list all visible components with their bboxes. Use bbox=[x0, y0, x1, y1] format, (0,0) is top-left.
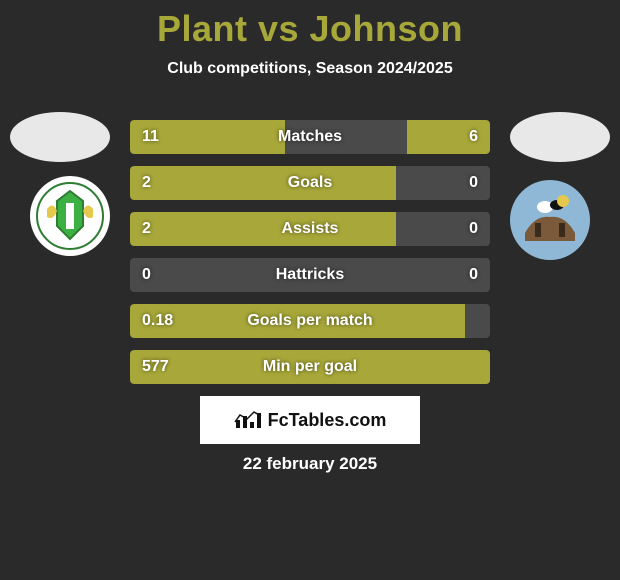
watermark-label: FcTables.com bbox=[268, 410, 387, 431]
crest-icon bbox=[515, 185, 585, 255]
shield-icon bbox=[35, 181, 105, 251]
watermark: FcTables.com bbox=[200, 396, 420, 444]
stats-bar-container: 11Matches62Goals02Assists00Hattricks00.1… bbox=[130, 120, 490, 396]
stat-label: Min per goal bbox=[130, 358, 490, 376]
stat-value-right: 0 bbox=[469, 266, 478, 284]
stat-row: 2Assists0 bbox=[130, 212, 490, 246]
club-badge-right bbox=[510, 180, 590, 260]
stat-value-right: 6 bbox=[469, 128, 478, 146]
date-label: 22 february 2025 bbox=[0, 454, 620, 474]
stat-label: Hattricks bbox=[130, 266, 490, 284]
club-badge-left bbox=[30, 176, 110, 256]
stat-row: 0.18Goals per match bbox=[130, 304, 490, 338]
stat-label: Assists bbox=[130, 220, 490, 238]
stat-label: Goals bbox=[130, 174, 490, 192]
stat-row: 577Min per goal bbox=[130, 350, 490, 384]
page-title: Plant vs Johnson bbox=[0, 0, 620, 50]
stat-row: 11Matches6 bbox=[130, 120, 490, 154]
page-subtitle: Club competitions, Season 2024/2025 bbox=[0, 60, 620, 78]
stat-row: 0Hattricks0 bbox=[130, 258, 490, 292]
stat-label: Matches bbox=[130, 128, 490, 146]
stat-label: Goals per match bbox=[130, 312, 490, 330]
player-avatar-left bbox=[10, 112, 110, 162]
player-avatar-right bbox=[510, 112, 610, 162]
chart-icon bbox=[234, 410, 262, 430]
stat-value-right: 0 bbox=[469, 174, 478, 192]
stat-value-right: 0 bbox=[469, 220, 478, 238]
stat-row: 2Goals0 bbox=[130, 166, 490, 200]
